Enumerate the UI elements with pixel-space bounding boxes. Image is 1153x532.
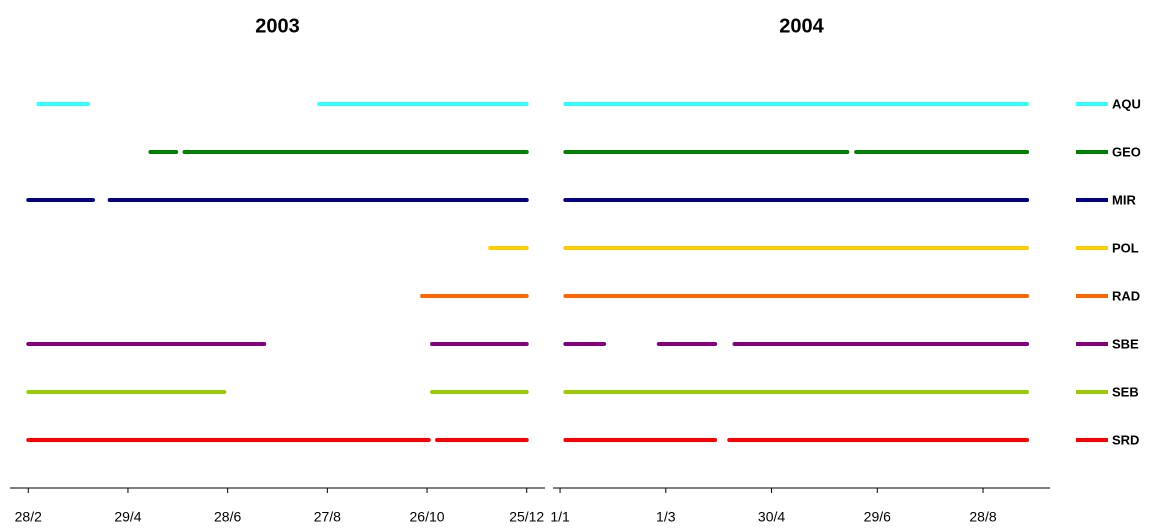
x-tick-label: 1/3 — [656, 509, 676, 525]
panel-title: 2003 — [255, 15, 300, 37]
x-tick-label: 28/6 — [214, 509, 241, 525]
legend-label: SRD — [1112, 432, 1139, 447]
legend-label: RAD — [1112, 288, 1140, 303]
x-tick-label: 26/10 — [410, 509, 445, 525]
x-tick-label: 30/4 — [758, 509, 785, 525]
x-tick-label: 28/8 — [969, 509, 996, 525]
legend-label: POL — [1112, 240, 1139, 255]
legend-label: AQU — [1112, 96, 1141, 111]
legend-label: GEO — [1112, 144, 1141, 159]
x-tick-label: 1/1 — [550, 509, 570, 525]
x-tick-label: 27/8 — [314, 509, 341, 525]
panel-title: 2004 — [779, 15, 824, 37]
x-tick-label: 28/2 — [15, 509, 42, 525]
x-tick-label: 29/4 — [114, 509, 141, 525]
legend-label: MIR — [1112, 192, 1136, 207]
legend-label: SEB — [1112, 384, 1139, 399]
x-tick-label: 25/12 — [509, 509, 544, 525]
legend-label: SBE — [1112, 336, 1139, 351]
x-tick-label: 29/6 — [864, 509, 891, 525]
